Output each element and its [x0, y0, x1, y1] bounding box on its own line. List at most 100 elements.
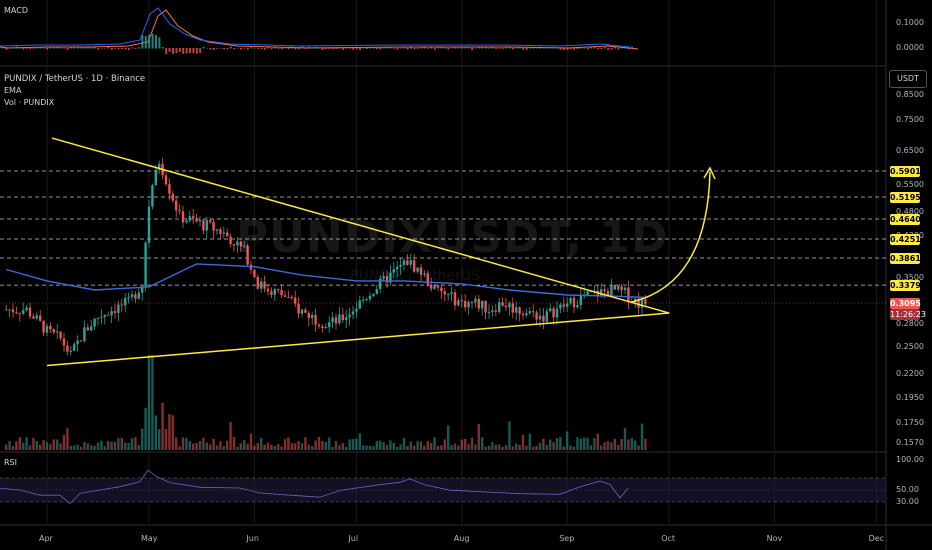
macd-histogram-bar	[46, 48, 49, 50]
candle-body	[508, 303, 511, 308]
candle-body	[334, 317, 338, 324]
macd-histogram-bar	[127, 48, 130, 50]
macd-histogram-bar	[614, 46, 616, 49]
ema-line	[6, 263, 646, 299]
volume-bar	[348, 439, 351, 450]
macd-histogram-bar	[267, 46, 270, 49]
candle-body	[535, 312, 538, 320]
candle-body	[215, 229, 219, 231]
candle-body	[423, 273, 426, 275]
candle-body	[294, 297, 297, 304]
candle-body	[35, 315, 38, 319]
volume-bar	[294, 443, 297, 450]
candle-body	[379, 278, 382, 290]
candle-body	[457, 300, 460, 306]
volume-bar	[521, 434, 525, 450]
macd-histogram-bar	[331, 48, 334, 50]
volume-bar	[464, 439, 467, 450]
candle-body	[236, 241, 239, 246]
volume-bar	[32, 437, 35, 450]
volume-bar	[501, 446, 504, 450]
volume-bar	[538, 442, 542, 450]
macd-histogram-bar	[457, 46, 460, 49]
macd-histogram-bar	[19, 47, 21, 49]
macd-histogram-bar	[263, 48, 266, 50]
volume-bar	[559, 437, 562, 450]
volume-bar	[345, 446, 348, 450]
candle-body	[151, 185, 154, 207]
volume-bar	[436, 445, 440, 450]
volume-bar	[637, 445, 640, 450]
macd-histogram-bar	[359, 48, 361, 50]
volume-bar	[49, 444, 52, 450]
macd-histogram-bar	[107, 47, 110, 49]
candle-body	[549, 308, 552, 312]
volume-bar	[600, 445, 603, 450]
volume-bar	[583, 437, 586, 450]
macd-histogram-bar	[478, 47, 480, 49]
volume-bar	[137, 444, 140, 450]
candle-body	[416, 267, 419, 272]
candle-body	[42, 320, 45, 333]
candle-body	[69, 350, 72, 352]
volume-bar	[164, 429, 168, 450]
macd-histogram-bar	[223, 48, 225, 50]
macd-histogram-bar	[539, 46, 542, 49]
macd-histogram-bar	[328, 48, 331, 49]
candle-body	[209, 220, 212, 223]
candle-body	[62, 338, 66, 346]
volume-bar	[151, 355, 154, 450]
macd-histogram-bar	[284, 47, 287, 49]
volume-bar	[430, 442, 433, 450]
volume-bar	[178, 446, 181, 450]
macd-histogram-bar	[362, 47, 365, 49]
macd-histogram-bar	[165, 48, 168, 55]
candle-body	[158, 163, 161, 170]
macd-histogram-bar	[593, 46, 596, 49]
candle-body	[545, 311, 548, 322]
candle-body	[83, 327, 86, 342]
macd-histogram-bar	[372, 46, 375, 49]
volume-bar	[620, 438, 623, 450]
volume-bar	[623, 428, 627, 450]
candle-body	[345, 317, 348, 321]
candle-body	[603, 289, 606, 292]
volume-bar	[219, 441, 222, 450]
volume-bar	[52, 439, 55, 450]
macd-histogram-bar	[192, 48, 195, 54]
candle-body	[66, 345, 69, 352]
candle-body	[484, 300, 487, 313]
candle-body	[372, 293, 375, 296]
macd-histogram-bar	[2, 46, 4, 49]
macd-histogram-bar	[345, 48, 348, 49]
volume-bar	[532, 446, 535, 450]
candle-body	[453, 292, 457, 306]
candle-body	[358, 300, 361, 309]
macd-histogram-bar	[525, 48, 528, 50]
candle-body	[351, 311, 355, 315]
candle-body	[219, 229, 222, 234]
candle-body	[470, 301, 474, 303]
candle-body	[385, 275, 389, 283]
macd-histogram-bar	[212, 48, 215, 50]
volume-bar	[399, 444, 402, 450]
volume-bar	[372, 446, 375, 450]
candle-body	[277, 289, 280, 291]
candles-group	[5, 157, 647, 356]
candle-body	[192, 216, 195, 219]
volume-bar	[103, 446, 106, 450]
volume-bar	[640, 423, 644, 450]
macd-histogram-bar	[454, 47, 457, 49]
macd-histogram-bar	[42, 47, 45, 49]
candle-body	[39, 315, 42, 321]
volume-bar	[606, 441, 610, 450]
macd-histogram-bar	[246, 48, 249, 50]
candle-body	[266, 288, 270, 292]
macd-histogram-bar	[5, 48, 8, 50]
volume-bar	[470, 437, 474, 450]
volume-bar	[239, 443, 242, 450]
volume-bar	[477, 423, 480, 450]
volume-bar	[494, 444, 497, 450]
macd-histogram-bar	[308, 46, 310, 49]
